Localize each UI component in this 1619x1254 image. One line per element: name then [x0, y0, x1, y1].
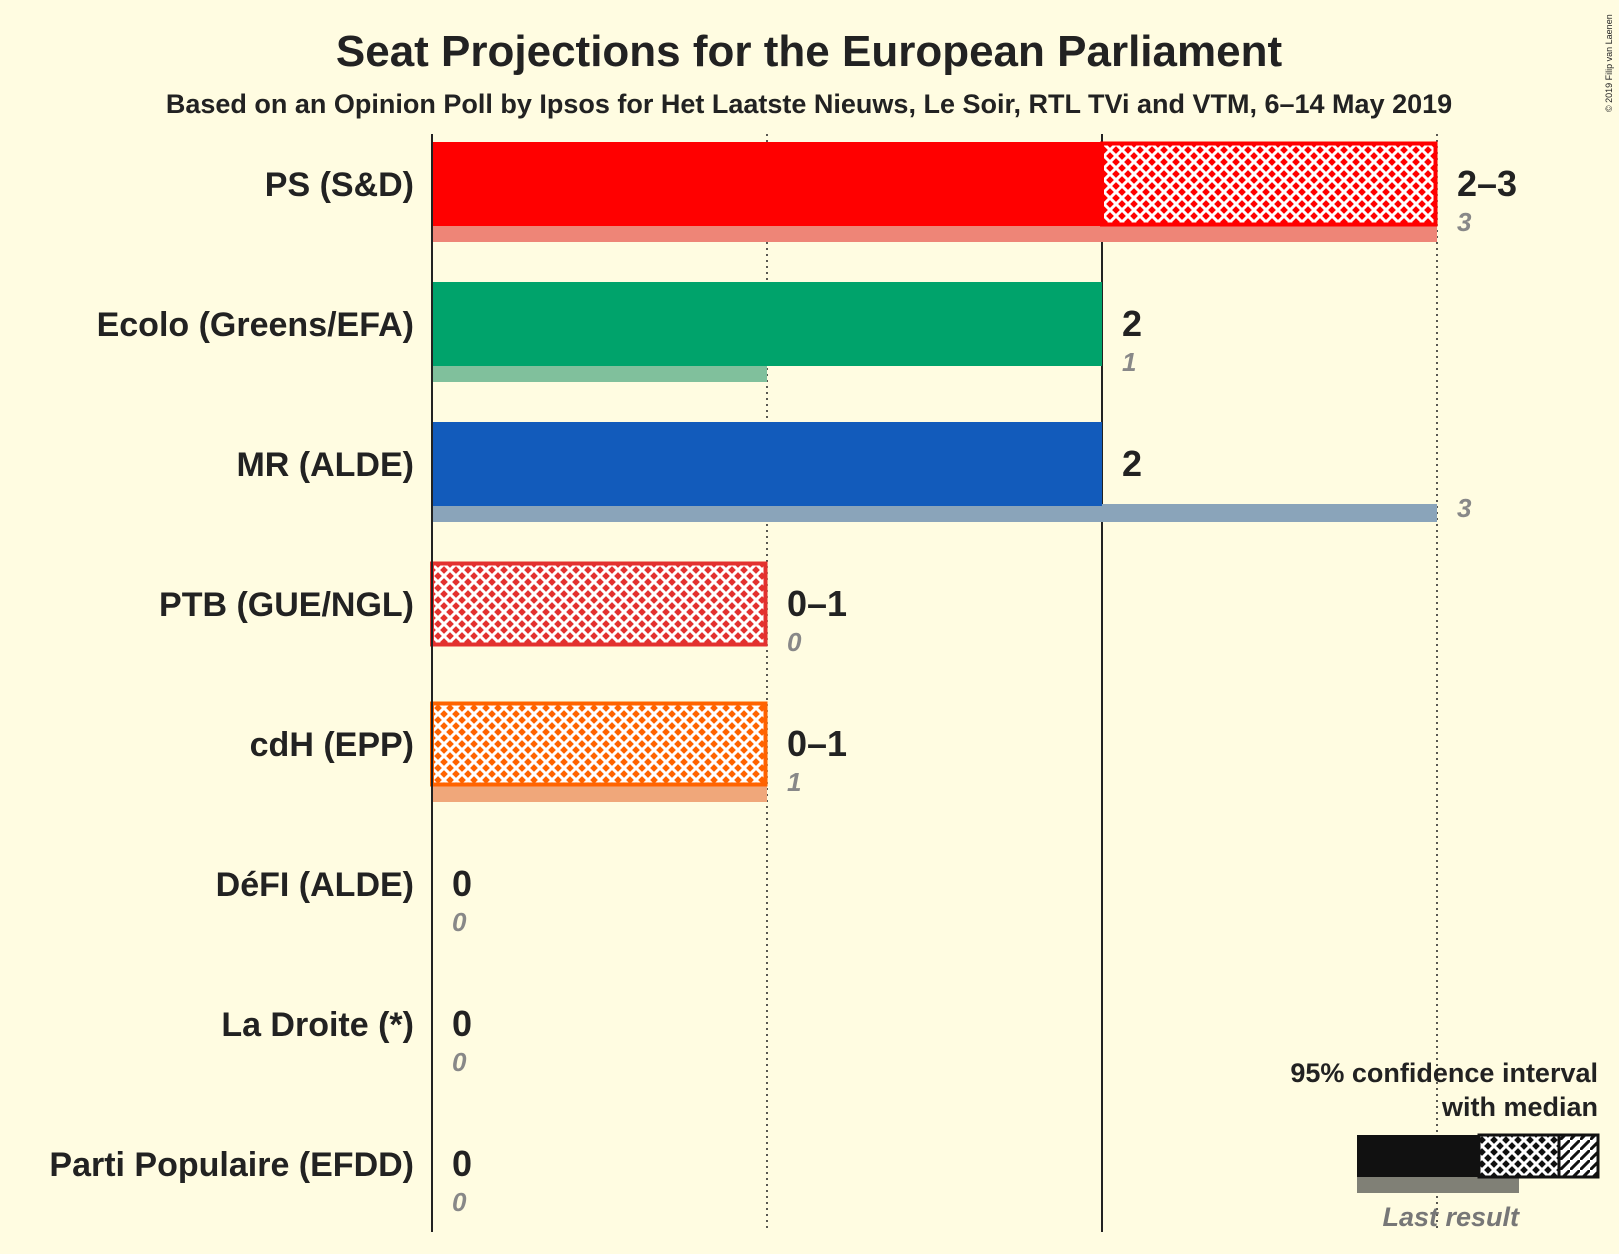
party-label: PTB (GUE/NGL)	[159, 586, 414, 624]
legend-ci-line2: with median	[1441, 1092, 1598, 1122]
party-label: Parti Populaire (EFDD)	[49, 1146, 414, 1184]
last-result-label: 0	[452, 907, 467, 937]
legend: 95% confidence interval with median Last…	[1290, 1058, 1600, 1232]
last-result-label: 0	[452, 1187, 467, 1217]
median-bar	[432, 142, 1102, 226]
chart-subtitle: Based on an Opinion Poll by Ipsos for He…	[166, 89, 1452, 119]
legend-last-result: Last result	[1382, 1202, 1520, 1232]
chart-title: Seat Projections for the European Parlia…	[336, 27, 1283, 76]
confidence-interval-bar	[430, 701, 768, 787]
copyright-note: © 2019 Filip van Laenen	[1604, 14, 1614, 112]
confidence-interval-bar	[430, 561, 768, 647]
median-bar	[432, 282, 1102, 366]
party-label: La Droite (*)	[221, 1006, 414, 1044]
seat-range-label: 2–3	[1457, 163, 1517, 204]
last-result-bar	[432, 224, 1437, 242]
last-result-label: 3	[1457, 207, 1472, 237]
median-bar	[432, 422, 1102, 506]
last-result-label: 1	[1122, 347, 1136, 377]
party-label: Ecolo (Greens/EFA)	[97, 306, 414, 344]
confidence-interval-bar	[1100, 141, 1438, 227]
seat-range-label: 2	[1122, 443, 1142, 484]
last-result-label: 3	[1457, 493, 1472, 523]
party-row: La Droite (*) 00	[221, 1003, 472, 1077]
legend-cross-swatch	[1477, 1133, 1561, 1179]
last-result-label: 0	[787, 627, 802, 657]
seat-range-label: 0	[452, 1003, 472, 1044]
seat-range-label: 0	[452, 863, 472, 904]
party-row: MR (ALDE) 2 3	[236, 422, 1472, 523]
seat-range-label: 2	[1122, 303, 1142, 344]
last-result-label: 0	[452, 1047, 467, 1077]
party-row: cdH (EPP) 0–11	[250, 701, 847, 802]
seat-range-label: 0–1	[787, 723, 847, 764]
party-row: PTB (GUE/NGL) 0–10	[159, 561, 847, 657]
seat-range-label: 0	[452, 1143, 472, 1184]
party-label: DéFI (ALDE)	[216, 866, 414, 904]
last-result-bar	[432, 504, 1437, 522]
party-label: PS (S&D)	[265, 166, 414, 204]
legend-hatch-swatch	[1557, 1133, 1600, 1179]
legend-solid-swatch	[1357, 1135, 1479, 1177]
party-row: Parti Populaire (EFDD) 00	[49, 1143, 472, 1217]
last-result-bar	[432, 784, 767, 802]
party-label: MR (ALDE)	[236, 446, 414, 484]
last-result-bar	[432, 364, 767, 382]
legend-ci-line1: 95% confidence interval	[1290, 1058, 1598, 1088]
party-row: PS (S&D) 2–33	[265, 141, 1517, 242]
party-row: Ecolo (Greens/EFA) 21	[97, 282, 1142, 382]
party-label: cdH (EPP)	[250, 726, 414, 764]
seat-range-label: 0–1	[787, 583, 847, 624]
party-row: DéFI (ALDE) 00	[216, 863, 472, 937]
last-result-label: 1	[787, 767, 801, 797]
